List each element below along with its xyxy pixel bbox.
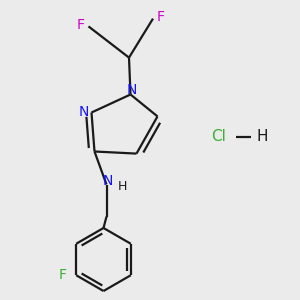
Text: N: N	[127, 83, 137, 97]
Text: H: H	[257, 129, 268, 144]
Text: N: N	[103, 174, 113, 188]
Text: H: H	[117, 179, 127, 193]
Text: F: F	[157, 10, 164, 24]
Text: Cl: Cl	[212, 129, 226, 144]
Text: N: N	[79, 106, 89, 119]
Text: F: F	[59, 268, 67, 282]
Text: F: F	[77, 18, 85, 32]
